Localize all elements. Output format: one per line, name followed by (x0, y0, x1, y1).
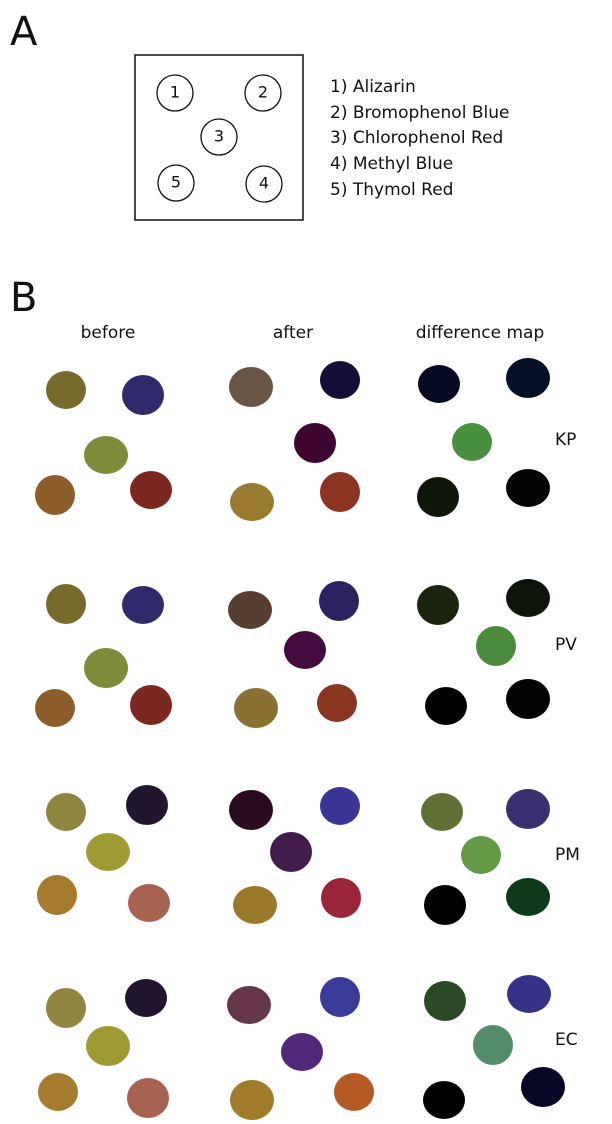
spot-number: 2 (258, 83, 268, 102)
spot-number: 1 (170, 83, 180, 102)
sample-blob (506, 878, 550, 916)
legend-item: 2) Bromophenol Blue (330, 103, 509, 123)
row-label: PM (555, 845, 580, 865)
spot (156, 74, 194, 112)
sample-blob (452, 423, 492, 461)
sample-blob (424, 885, 466, 925)
sample-blob (320, 472, 360, 512)
sample-blob (506, 579, 550, 617)
sample-blob (84, 436, 128, 474)
sample-blob (317, 684, 357, 722)
sample-blob (122, 586, 164, 624)
panel-label: A (10, 9, 38, 55)
sample-blob (46, 793, 86, 831)
legend-item: 5) Thymol Red (330, 180, 453, 200)
sample-blob (521, 1067, 565, 1107)
legend-item: 4) Methyl Blue (330, 154, 453, 174)
sample-blob (130, 471, 172, 509)
sample-blob (334, 1073, 374, 1111)
sample-blob (320, 361, 360, 399)
sample-blob (506, 789, 550, 829)
sample-blob (130, 685, 172, 725)
plate-outline (134, 54, 304, 221)
sample-blob (84, 648, 128, 688)
sample-blob (294, 423, 336, 463)
sample-blob (229, 790, 273, 830)
spot-diagram: 1 2 3 4 5 (156, 74, 283, 203)
sample-blob (228, 591, 272, 629)
sample-blob (127, 1078, 169, 1118)
column-header: before (81, 323, 136, 343)
sample-blob (476, 626, 516, 666)
legend: 1) Alizarin 2) Bromophenol Blue 3) Chlor… (330, 77, 509, 200)
column-header: difference map (416, 323, 545, 343)
sample-blob (424, 981, 466, 1021)
sample-blob (507, 975, 551, 1013)
sample-blob (86, 833, 130, 871)
sample-blob (35, 475, 75, 515)
sample-blob (38, 1073, 78, 1111)
sample-blob (37, 875, 77, 915)
sample-blob (46, 584, 86, 624)
spot (200, 118, 238, 156)
sample-blob (122, 375, 164, 415)
sample-blob (86, 1026, 130, 1066)
sample-blob (321, 878, 361, 918)
sample-blob (284, 631, 326, 669)
row-label: EC (555, 1030, 578, 1050)
sample-images (35, 358, 565, 1120)
sample-blob (46, 371, 86, 409)
sample-blob (423, 1081, 465, 1119)
legend-item: 3) Chlorophenol Red (330, 128, 503, 148)
sample-blob (230, 483, 274, 521)
spot (244, 74, 282, 112)
sample-blob (473, 1025, 513, 1065)
sample-blob (270, 832, 312, 872)
sample-blob (281, 1033, 323, 1071)
panel-label: B (10, 275, 37, 321)
sample-blob (506, 679, 550, 719)
spot-number: 3 (214, 127, 224, 146)
column-header: after (273, 323, 313, 343)
sample-blob (506, 469, 550, 507)
sample-blob (126, 785, 168, 825)
sample-blob (125, 979, 167, 1017)
legend-item: 1) Alizarin (330, 77, 416, 97)
sample-blob (128, 884, 170, 922)
sample-blob (418, 365, 460, 403)
sample-blob (319, 581, 359, 621)
sample-blob (35, 689, 75, 727)
row-label: KP (555, 430, 576, 450)
spot-number: 4 (259, 174, 269, 193)
sample-blob (417, 477, 459, 517)
sample-blob (421, 793, 463, 831)
sample-blob (233, 886, 277, 924)
sample-blob (461, 836, 501, 874)
spot-number: 5 (171, 173, 181, 192)
sample-blob (230, 1080, 274, 1120)
sample-blob (229, 367, 273, 407)
sample-blob (425, 687, 467, 725)
spot (157, 164, 195, 202)
sample-blob (234, 688, 278, 728)
sample-blob (46, 988, 86, 1028)
sample-blob (417, 585, 459, 625)
sample-blob (227, 986, 271, 1024)
row-label: PV (555, 635, 577, 655)
sample-blob (320, 977, 360, 1017)
sample-blob (320, 787, 360, 825)
spot (245, 165, 283, 203)
sample-blob (506, 358, 550, 398)
